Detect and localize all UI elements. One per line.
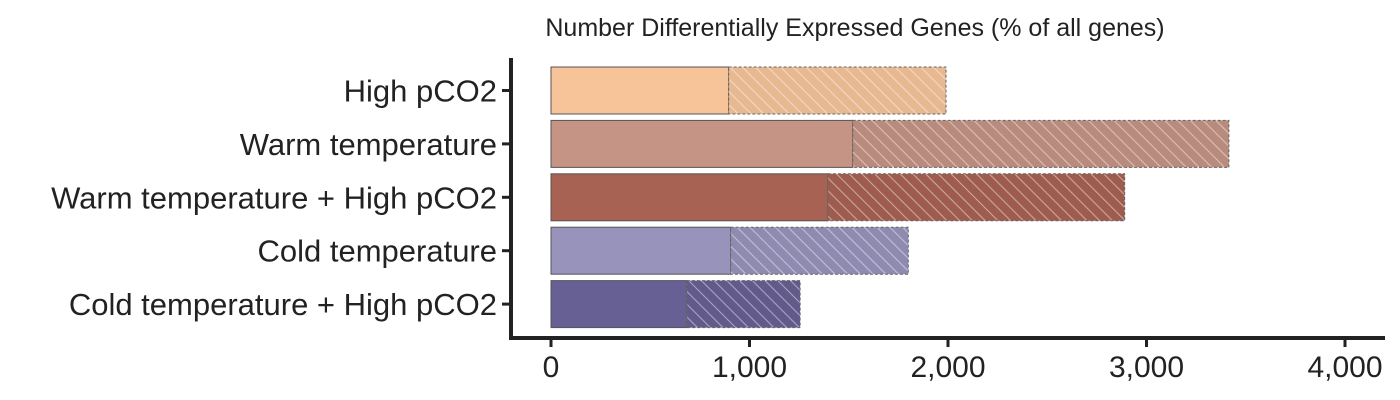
category-label-cold-temperature: Cold temperature <box>257 234 497 269</box>
bar-solid-warm-temperature <box>550 119 854 168</box>
x-tick-label: 1,000 <box>712 351 787 384</box>
chart-title: Number Differentially Expressed Genes (%… <box>545 14 1164 42</box>
category-label-cold-temperature-high-pco2: Cold temperature + High pCO2 <box>69 287 497 322</box>
bar-hatched-cold-temperature <box>730 226 909 275</box>
bar-solid-cold-temperature <box>550 226 732 275</box>
x-tick-label: 4,000 <box>1307 351 1382 384</box>
bar-hatched-cold-temperature-high-pco2 <box>686 280 801 329</box>
bar-solid-high-pco2 <box>550 66 730 115</box>
bar-solid-cold-temperature-high-pco2 <box>550 280 688 329</box>
bars-layer <box>550 66 1230 329</box>
bar-hatched-warm-temperature <box>852 119 1230 168</box>
x-tick-label: 0 <box>543 351 560 384</box>
bar-hatched-high-pco2 <box>728 66 947 115</box>
category-label-warm-temperature: Warm temperature <box>240 127 497 162</box>
bar-solid-warm-temperature-high-pco2 <box>550 173 829 222</box>
category-label-warm-temperature-high-pco2: Warm temperature + High pCO2 <box>51 180 497 215</box>
bar-hatched-warm-temperature-high-pco2 <box>827 173 1126 222</box>
axes: High pCO2 Warm temperature Warm temperatur… <box>51 58 1385 384</box>
x-tick-label: 2,000 <box>910 351 985 384</box>
x-tick-label: 3,000 <box>1109 351 1184 384</box>
category-label-high-pco2: High pCO2 <box>344 74 497 109</box>
